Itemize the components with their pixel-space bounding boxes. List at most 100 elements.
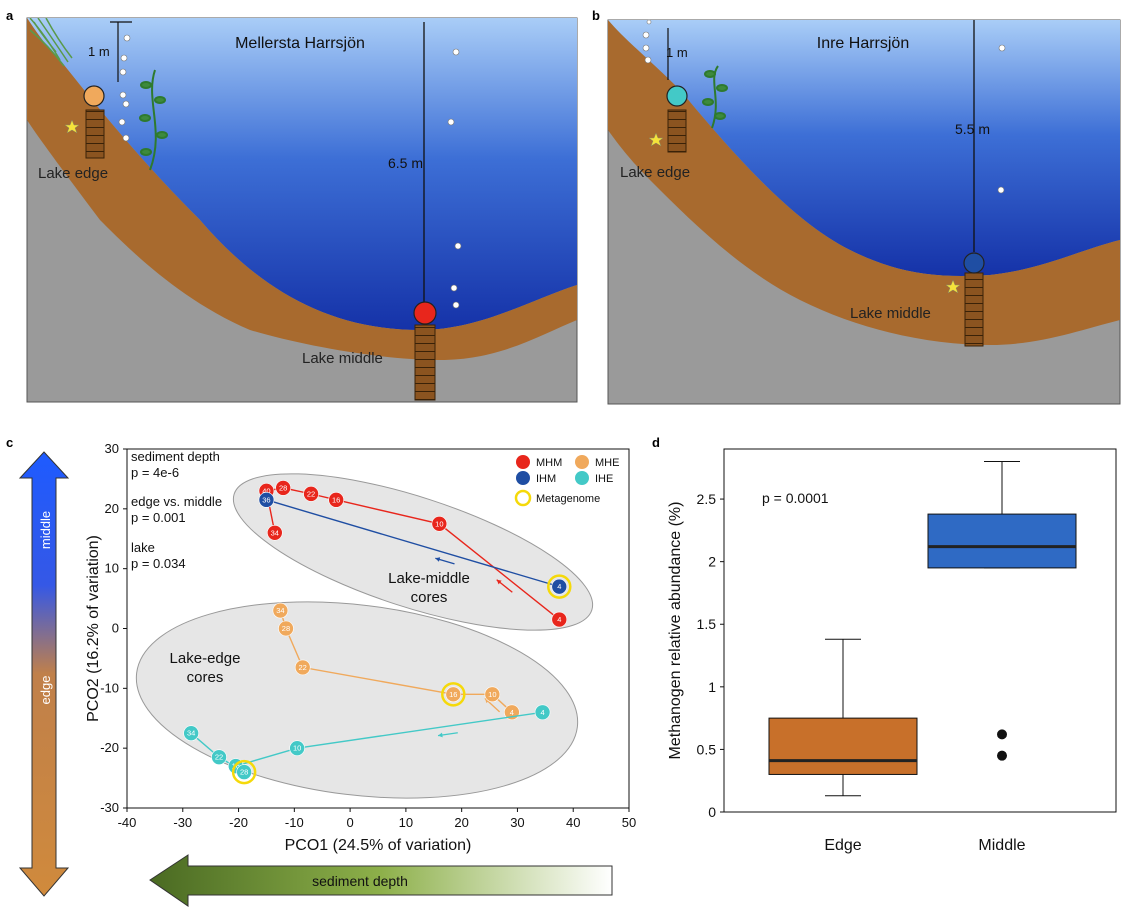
lake-a-middle-depth: 6.5 m [388,155,423,171]
lake-b-edge-label: Lake edge [620,164,690,181]
lake-a-title: Mellersta Harrsjön [235,35,365,52]
y-tick-label: 0 [112,621,119,636]
depth-arrow: sediment depth [149,854,613,907]
lake-b-bubbles [642,19,1006,194]
lake-a-middle-label: Lake middle [302,350,383,367]
pcoa-plot: -40 -30 -20 -10 0 10 20 30 40 50-30-20-100102030P… [85,441,636,854]
lake-b-edge-star-icon [648,132,664,147]
y-tick-label: 0.5 [697,741,717,757]
metagenome-ring [441,682,466,707]
y-tick-label: -20 [100,740,119,755]
legend-label-ihm: IHM [536,473,556,485]
legend-marker-ihe [575,471,589,485]
point-ihe [183,725,199,742]
y-tick-label: -10 [100,680,119,695]
x-tick-label: -10 [285,815,304,830]
lake-b-edge-depth: 1 m [666,45,688,60]
lake-b-middle-site [963,252,985,274]
lake-b-edge-core [667,109,687,153]
outlier-point [997,750,1007,761]
ellipse-lake-edge [135,601,579,799]
point-label: 34 [187,729,195,738]
point-mhm [303,486,319,502]
y-tick-label: 2 [708,554,716,570]
lake-a-sediment [27,18,577,360]
point-mhe [272,602,289,619]
point-mhm [267,524,283,541]
lake-a-water [27,18,577,330]
lake-b-edge-site [666,85,688,107]
y-tick-label: 1 [708,679,716,695]
vertical-arrow-top-label: middle [38,511,53,549]
lake-a-edge-depth: 1 m [88,44,110,59]
lake-b-middle-star-icon [945,279,961,294]
direction-arrowhead-ihe [438,732,443,738]
legend-label-ihe: IHE [595,473,613,485]
legend-marker-mhe [575,455,589,469]
stat-depth-p: p = 4e-6 [131,465,179,480]
lake-a-edge-core [85,109,105,159]
point-mhe [294,659,311,676]
category-label-edge: Edge [824,837,861,854]
legend-label-mhe: MHE [595,457,619,469]
stat-edge-label: edge vs. middle [131,494,222,509]
y-tick-label: -30 [100,800,119,815]
boxplot: 0 0.5 1 1.5 2 2.5 Methanogen relative abundanc… [667,461,1077,854]
ellipse-lake-middle [232,473,594,631]
point-label: 34 [271,528,279,537]
point-label: 4 [557,582,561,591]
lake-b-water [608,20,1120,276]
point-label: 16 [332,495,340,504]
point-ihe [211,749,227,765]
pcoa-legend: MHM MHE IHM IHE Metagenome [514,455,619,507]
point-ihe [534,704,551,721]
stat-lake-p: p = 0.034 [131,556,186,571]
direction-arrowhead-mhm [496,579,502,585]
x-tick-label: 40 [566,815,580,830]
outlier-point [997,729,1007,740]
y-tick-label: 10 [105,561,119,576]
x-tick-label: 0 [346,815,353,830]
panel-letter-b: b [592,8,600,23]
lake-a-middle-core [414,324,436,401]
lake-a-edge-site [83,85,105,107]
ellipse-middle-label-1: Lake-middle [388,570,470,587]
x-tick-label: 50 [622,815,636,830]
boxplot-y-axis-label: Methanogen relative abundance (%) [667,502,684,760]
ellipse-labels: Lake-middle cores Lake-edge cores [170,570,470,686]
point-ihe [236,764,252,780]
lake-b-title: Inre Harrsjön [817,35,909,52]
point-mhm [275,480,291,496]
y-tick-label: 1.5 [697,616,717,632]
point-label: 4 [540,708,544,717]
metagenome-ring [547,574,572,599]
legend-marker-mhm [516,455,530,469]
lake-a-grass [29,17,73,67]
series-line-ihm [266,499,560,588]
point-label: 22 [299,663,307,672]
lake-a-plant [139,69,168,171]
panel-letter-a: a [6,8,14,23]
point-label: 16 [449,690,457,699]
point-mhm [551,611,568,628]
x-tick-label: 20 [454,815,468,830]
pcoa-ellipses [135,473,594,799]
pcoa-axes: -40 -30 -20 -10 0 10 20 30 40 50-30-20-100102030P… [85,441,636,854]
lake-b-middle-depth: 5.5 m [955,121,990,137]
x-tick-label: -30 [173,815,192,830]
x-tick-label: -40 [118,815,137,830]
category-label-middle: Middle [978,837,1025,854]
y-tick-label: 30 [105,441,119,456]
point-label: 34 [276,606,284,615]
vertical-arrow-bottom-label: edge [38,676,53,705]
legend-label-metagenome: Metagenome [536,493,600,505]
point-label: 28 [279,483,287,492]
depth-arrow-label: sediment depth [312,873,408,889]
lake-b-sediment [608,20,1120,345]
x-tick-label: 30 [510,815,524,830]
lake-b-middle-core [964,272,984,347]
point-label: 4 [557,615,561,624]
panel-letter-c: c [6,435,13,450]
pcoa-stats: sediment depth p = 4e-6 edge vs. middle … [131,449,222,571]
point-label: 28 [240,768,248,777]
